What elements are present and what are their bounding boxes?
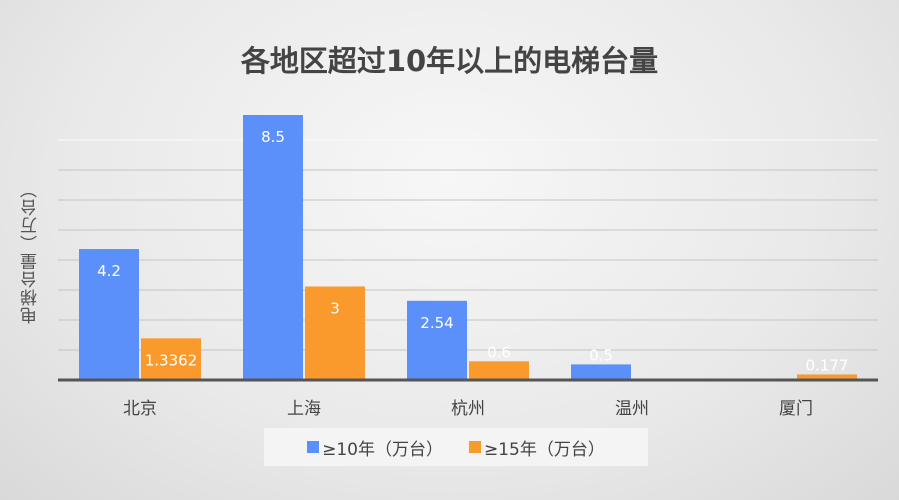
bar: [243, 115, 303, 380]
legend-item: ≥10年（万台）: [307, 435, 443, 460]
data-label: 0.6: [487, 343, 511, 361]
data-label: 0.177: [806, 356, 849, 374]
x-tick-label: 温州: [615, 399, 649, 419]
legend-swatch: [307, 441, 320, 453]
legend-label: ≥15年（万台）: [484, 439, 605, 460]
bar: [797, 374, 857, 380]
legend-swatch: [469, 441, 481, 453]
bar: [79, 249, 139, 380]
data-label: 2.54: [420, 314, 453, 332]
legend-label: ≥10年（万台）: [322, 439, 443, 460]
legend: ≥10年（万台） ≥15年（万台）: [264, 428, 648, 466]
bar: [305, 286, 365, 380]
data-label: 3: [330, 299, 340, 317]
bar: [407, 300, 467, 380]
data-label: 1.3362: [145, 351, 198, 369]
x-tick-label: 上海: [287, 399, 321, 419]
chart-title: 各地区超过10年以上的电梯台量: [240, 44, 659, 78]
data-label: 0.5: [589, 346, 613, 364]
x-tick-label: 北京: [123, 399, 157, 419]
x-tick-label: 厦门: [779, 399, 813, 419]
data-label: 8.5: [261, 128, 285, 146]
legend-item: ≥15年（万台）: [469, 435, 605, 460]
x-tick-label: 杭州: [451, 399, 485, 419]
bar: [141, 338, 201, 380]
bar: [469, 361, 529, 380]
bar: [571, 364, 631, 380]
data-label: 4.2: [97, 262, 121, 280]
